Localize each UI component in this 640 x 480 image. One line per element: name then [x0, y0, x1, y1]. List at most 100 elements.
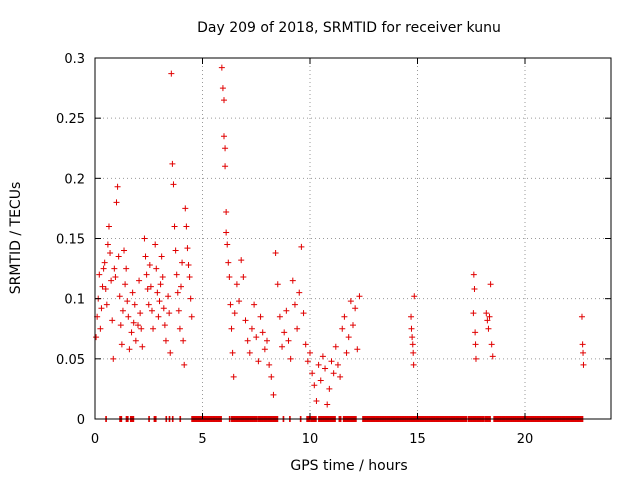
data-point	[578, 313, 585, 320]
data-point	[108, 277, 115, 284]
data-point	[100, 265, 107, 272]
data-point	[307, 349, 313, 356]
data-point	[155, 313, 162, 320]
data-point	[483, 310, 490, 317]
data-point	[144, 286, 151, 293]
data-point	[178, 283, 184, 290]
data-point	[251, 301, 258, 308]
data-point	[291, 301, 298, 308]
data-point	[300, 310, 307, 317]
data-point	[580, 361, 587, 368]
data-point	[354, 346, 361, 353]
y-tick-label: 0.3	[64, 52, 85, 67]
data-point	[579, 341, 586, 348]
data-point	[410, 361, 417, 368]
data-point	[182, 205, 189, 212]
data-point	[218, 64, 225, 71]
data-point	[145, 301, 152, 308]
data-point	[471, 286, 478, 293]
y-tick-label: 0.05	[56, 353, 85, 368]
data-point	[224, 241, 231, 248]
data-point	[152, 241, 159, 248]
data-point	[136, 277, 143, 284]
data-point	[126, 346, 133, 353]
data-point	[97, 325, 104, 332]
data-point	[130, 319, 137, 326]
y-tick-label: 0.2	[64, 172, 85, 187]
data-point	[302, 341, 309, 348]
data-point	[259, 329, 266, 336]
data-point	[102, 286, 109, 293]
data-point	[409, 334, 416, 341]
data-point	[132, 337, 139, 344]
data-point	[125, 313, 132, 320]
data-point	[472, 355, 479, 362]
data-point	[240, 274, 247, 281]
data-point	[166, 310, 173, 317]
data-point	[330, 370, 337, 377]
data-point	[332, 343, 339, 350]
data-point	[337, 373, 344, 380]
data-point	[101, 259, 108, 266]
data-point	[408, 325, 415, 332]
data-point	[334, 361, 341, 368]
data-point	[411, 293, 418, 300]
data-point	[223, 209, 230, 216]
data-point	[170, 181, 177, 188]
data-point	[183, 223, 190, 230]
data-point	[487, 281, 494, 288]
y-tick-label: 0.15	[56, 233, 85, 248]
data-point	[472, 341, 479, 348]
plot-area-frame	[94, 57, 612, 420]
data-point	[172, 247, 179, 254]
y-tick-label: 0.1	[64, 293, 85, 308]
data-point	[255, 358, 262, 365]
data-point	[225, 259, 232, 266]
data-point	[242, 317, 249, 324]
data-point	[226, 274, 233, 281]
data-point	[165, 293, 172, 300]
data-point	[169, 160, 176, 167]
data-point	[264, 337, 270, 344]
data-point	[112, 274, 119, 281]
data-point	[486, 313, 493, 320]
data-point	[123, 265, 130, 272]
data-point	[221, 97, 227, 104]
data-point	[176, 325, 183, 332]
data-point	[229, 349, 236, 356]
data-point	[276, 313, 283, 320]
data-point	[470, 310, 477, 317]
data-point	[180, 337, 187, 344]
data-point	[289, 277, 296, 284]
data-point	[298, 243, 305, 250]
data-point	[409, 341, 416, 348]
data-point	[253, 334, 260, 341]
data-point	[114, 183, 121, 190]
data-point	[326, 385, 333, 392]
data-point	[345, 334, 352, 341]
data-point	[233, 281, 240, 288]
x-axis-label: GPS time / hours	[290, 458, 407, 474]
data-point	[98, 305, 105, 312]
data-point	[356, 293, 363, 300]
y-tick-labels: 0 0.05 0.1 0.15 0.2 0.25 0.3	[56, 52, 85, 428]
data-point	[319, 353, 326, 360]
data-point	[221, 133, 227, 140]
axis-ticks	[94, 57, 611, 420]
data-point	[137, 310, 144, 317]
data-point	[270, 391, 277, 398]
data-point	[485, 325, 492, 332]
data-point	[143, 271, 150, 278]
data-point	[121, 247, 128, 254]
data-point	[304, 358, 311, 365]
data-point	[117, 322, 124, 329]
data-point	[161, 322, 168, 329]
x-tick-label: 0	[91, 432, 99, 447]
data-point	[294, 325, 301, 332]
data-point	[119, 307, 126, 314]
data-point	[317, 377, 324, 384]
data-point	[142, 253, 149, 260]
data-point	[274, 281, 281, 288]
data-point	[179, 259, 186, 266]
data-point	[484, 317, 491, 324]
